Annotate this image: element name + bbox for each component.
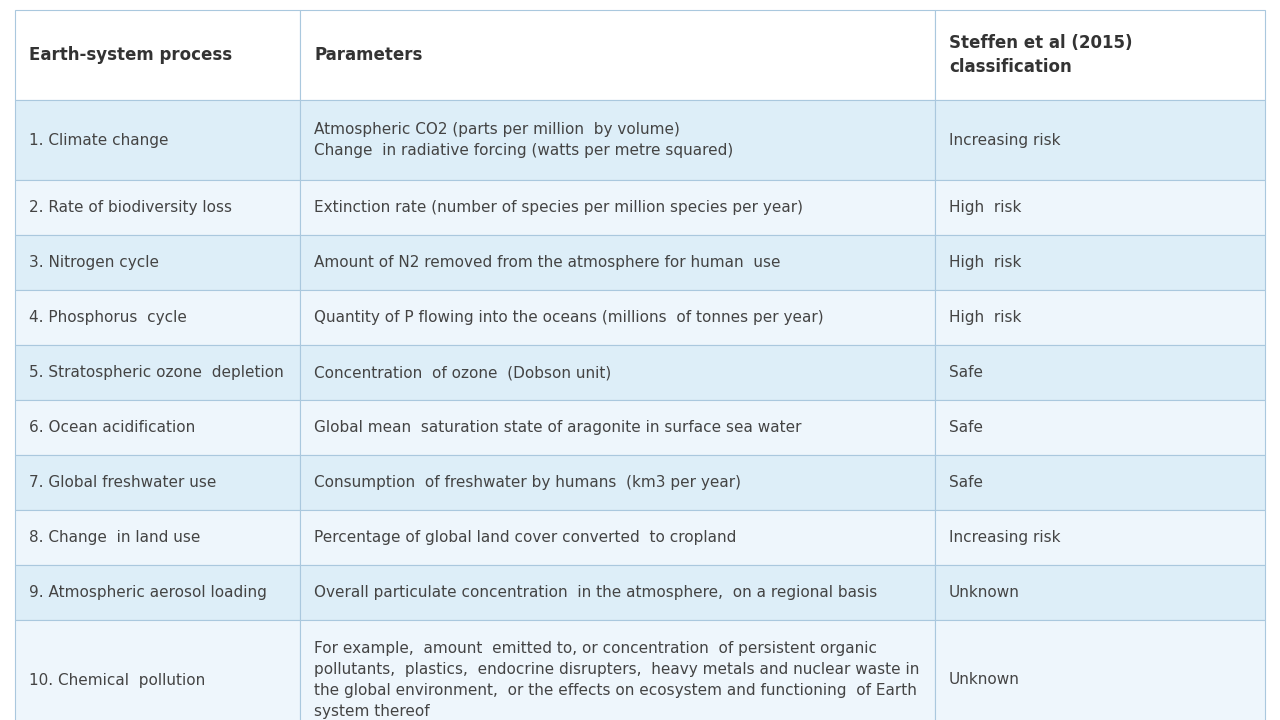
Text: For example,  amount  emitted to, or concentration  of persistent organic
pollut: For example, amount emitted to, or conce…: [314, 641, 919, 719]
Text: 10. Chemical  pollution: 10. Chemical pollution: [29, 672, 205, 688]
Text: 7. Global freshwater use: 7. Global freshwater use: [29, 475, 216, 490]
Text: 5. Stratospheric ozone  depletion: 5. Stratospheric ozone depletion: [29, 365, 284, 380]
Bar: [15, 180, 300, 235]
Text: Unknown: Unknown: [948, 585, 1020, 600]
Bar: [300, 400, 934, 455]
Bar: [934, 345, 1265, 400]
Bar: [934, 290, 1265, 345]
Bar: [300, 290, 934, 345]
Text: Parameters: Parameters: [314, 46, 422, 64]
Text: Overall particulate concentration  in the atmosphere,  on a regional basis: Overall particulate concentration in the…: [314, 585, 877, 600]
Bar: [15, 400, 300, 455]
Bar: [15, 565, 300, 620]
Text: Quantity of P flowing into the oceans (millions  of tonnes per year): Quantity of P flowing into the oceans (m…: [314, 310, 823, 325]
Bar: [15, 455, 300, 510]
Bar: [300, 235, 934, 290]
Bar: [15, 345, 300, 400]
Text: Percentage of global land cover converted  to cropland: Percentage of global land cover converte…: [314, 530, 736, 545]
Bar: [15, 620, 300, 720]
Bar: [300, 620, 934, 720]
Bar: [934, 235, 1265, 290]
Text: Steffen et al (2015)
classification: Steffen et al (2015) classification: [948, 34, 1133, 76]
Bar: [15, 10, 300, 100]
Text: Increasing risk: Increasing risk: [948, 530, 1061, 545]
Bar: [300, 180, 934, 235]
Text: Amount of N2 removed from the atmosphere for human  use: Amount of N2 removed from the atmosphere…: [314, 255, 781, 270]
Text: Safe: Safe: [948, 365, 983, 380]
Text: Earth-system process: Earth-system process: [29, 46, 232, 64]
Text: Concentration  of ozone  (Dobson unit): Concentration of ozone (Dobson unit): [314, 365, 612, 380]
Bar: [15, 510, 300, 565]
Text: 3. Nitrogen cycle: 3. Nitrogen cycle: [29, 255, 159, 270]
Bar: [934, 620, 1265, 720]
Text: 2. Rate of biodiversity loss: 2. Rate of biodiversity loss: [29, 200, 232, 215]
Bar: [300, 510, 934, 565]
Text: Extinction rate (number of species per million species per year): Extinction rate (number of species per m…: [314, 200, 803, 215]
Bar: [934, 100, 1265, 180]
Text: Increasing risk: Increasing risk: [948, 132, 1061, 148]
Text: High  risk: High risk: [948, 200, 1021, 215]
Text: Unknown: Unknown: [948, 672, 1020, 688]
Bar: [934, 400, 1265, 455]
Bar: [15, 100, 300, 180]
Bar: [300, 100, 934, 180]
Bar: [934, 510, 1265, 565]
Text: 4. Phosphorus  cycle: 4. Phosphorus cycle: [29, 310, 187, 325]
Text: 1. Climate change: 1. Climate change: [29, 132, 169, 148]
Text: High  risk: High risk: [948, 310, 1021, 325]
Text: Safe: Safe: [948, 475, 983, 490]
Bar: [934, 10, 1265, 100]
Bar: [300, 10, 934, 100]
Bar: [300, 455, 934, 510]
Text: 9. Atmospheric aerosol loading: 9. Atmospheric aerosol loading: [29, 585, 266, 600]
Text: High  risk: High risk: [948, 255, 1021, 270]
Bar: [300, 565, 934, 620]
Text: 6. Ocean acidification: 6. Ocean acidification: [29, 420, 196, 435]
Text: Global mean  saturation state of aragonite in surface sea water: Global mean saturation state of aragonit…: [314, 420, 801, 435]
Text: Safe: Safe: [948, 420, 983, 435]
Text: Atmospheric CO2 (parts per million  by volume)
Change  in radiative forcing (wat: Atmospheric CO2 (parts per million by vo…: [314, 122, 733, 158]
Bar: [15, 235, 300, 290]
Bar: [934, 180, 1265, 235]
Bar: [934, 455, 1265, 510]
Text: 8. Change  in land use: 8. Change in land use: [29, 530, 201, 545]
Text: Consumption  of freshwater by humans  (km3 per year): Consumption of freshwater by humans (km3…: [314, 475, 741, 490]
Bar: [934, 565, 1265, 620]
Bar: [300, 345, 934, 400]
Bar: [15, 290, 300, 345]
